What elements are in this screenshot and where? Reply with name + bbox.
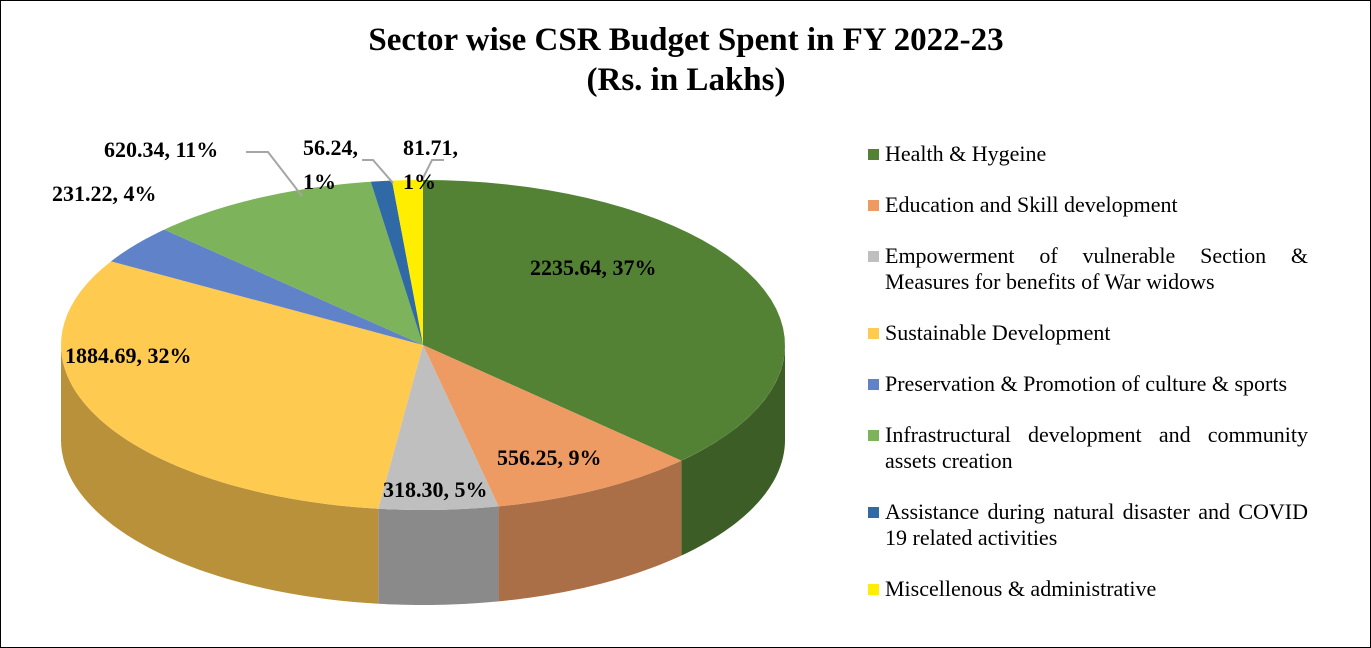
- leader-line: [246, 151, 303, 197]
- slice-side: [681, 345, 785, 556]
- slice: [111, 229, 424, 345]
- chart-title: Sector wise CSR Budget Spent in FY 2022-…: [368, 22, 1003, 58]
- slice: [423, 345, 682, 507]
- chart-subtitle: (Rs. in Lakhs): [587, 62, 786, 98]
- slice: [391, 180, 423, 345]
- legend-label: Assistance during natural disaster and C…: [885, 499, 1308, 550]
- legend-swatch: [868, 251, 879, 262]
- legend-label: Education and Skill development: [885, 192, 1178, 217]
- legend-swatch: [868, 430, 879, 441]
- data-label: 620.34, 11%: [104, 137, 218, 162]
- data-label: 56.24, 1%: [303, 135, 358, 194]
- legend-entry: Preservation & Promotion of culture & sp…: [868, 371, 1308, 397]
- legend-entry: Education and Skill development: [868, 192, 1308, 218]
- legend-swatch: [868, 379, 879, 390]
- legend-entry: Assistance during natural disaster and C…: [868, 499, 1308, 551]
- slice-side: [498, 460, 682, 602]
- slice: [370, 180, 423, 345]
- legend: Health & Hygeine Education and Skill deve…: [868, 141, 1308, 602]
- leader-line: [421, 159, 444, 181]
- slice: [423, 180, 785, 461]
- slice-side: [378, 506, 499, 605]
- data-label: 2235.64, 37%: [530, 255, 657, 280]
- data-label: 1884.69, 32%: [65, 343, 192, 368]
- data-label: 231.22, 4%: [52, 181, 157, 206]
- legend-swatch: [868, 584, 879, 595]
- legend-entry: Infrastructural development and communit…: [868, 422, 1308, 474]
- legend-entry: Sustainable Development: [868, 320, 1308, 346]
- slice: [164, 181, 423, 345]
- legend-label: Infrastructural development and communit…: [885, 422, 1308, 473]
- legend-label: Empowerment of vulnerable Section & Meas…: [885, 243, 1308, 294]
- legend-swatch: [868, 328, 879, 339]
- legend-label: Preservation & Promotion of culture & sp…: [885, 371, 1288, 396]
- legend-swatch: [868, 149, 879, 160]
- legend-label: Health & Hygeine: [885, 141, 1047, 166]
- legend-swatch: [868, 507, 879, 518]
- legend-label: Miscellenous & administrative: [885, 576, 1157, 601]
- legend-entry: Health & Hygeine: [868, 141, 1308, 167]
- legend-entry: Empowerment of vulnerable Section & Meas…: [868, 243, 1308, 295]
- legend-swatch: [868, 200, 879, 211]
- slice: [378, 345, 499, 510]
- slice-side: [61, 345, 379, 604]
- legend-label: Sustainable Development: [885, 320, 1111, 345]
- leader-line: [362, 159, 394, 184]
- slice: [61, 261, 424, 509]
- legend-entry: Miscellenous & administrative: [868, 576, 1308, 602]
- data-label: 556.25, 9%: [497, 445, 602, 470]
- data-label: 318.30, 5%: [383, 477, 488, 502]
- data-label: 81.71, 1%: [403, 135, 458, 194]
